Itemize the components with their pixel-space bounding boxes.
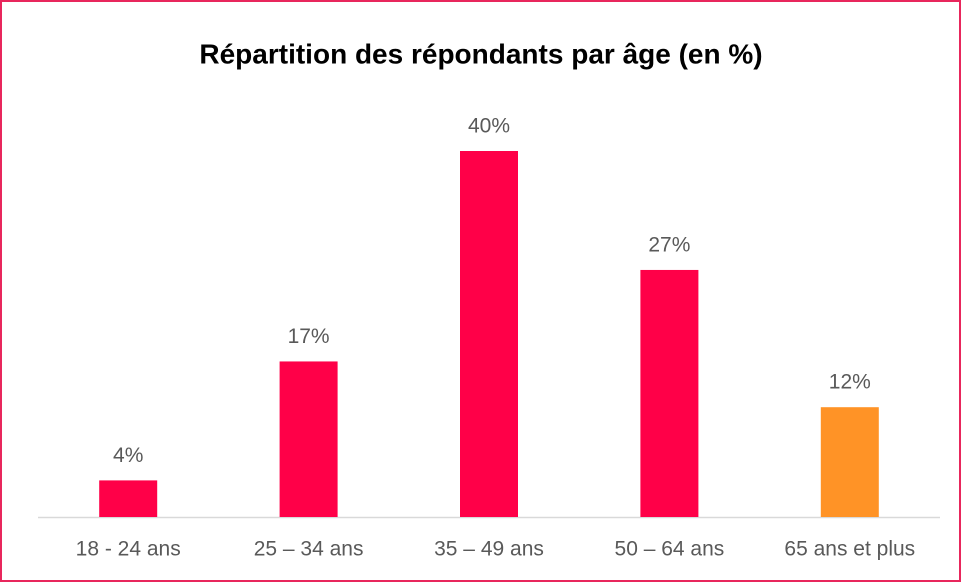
bar xyxy=(279,361,338,517)
bar xyxy=(640,269,699,517)
x-tick-label: 18 - 24 ans xyxy=(76,538,181,561)
value-label: 27% xyxy=(648,233,690,256)
x-tick-label: 25 – 34 ans xyxy=(254,538,364,561)
x-tick-label: 50 – 64 ans xyxy=(615,538,725,561)
value-label: 17% xyxy=(288,325,330,348)
x-tick-label: 35 – 49 ans xyxy=(434,538,544,561)
bar xyxy=(460,151,518,517)
value-label: 40% xyxy=(468,115,510,138)
bar xyxy=(99,480,158,517)
x-tick-label: 65 ans et plus xyxy=(784,538,915,561)
value-label: 12% xyxy=(829,371,871,394)
bar xyxy=(820,407,879,517)
value-label: 4% xyxy=(113,444,143,467)
chart-title: Répartition des répondants par âge (en %… xyxy=(199,38,762,69)
